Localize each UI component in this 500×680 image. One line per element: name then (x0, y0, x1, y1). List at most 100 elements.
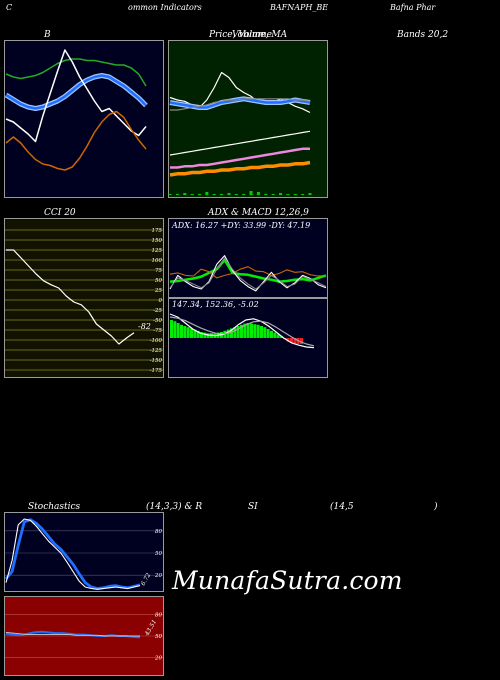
macd-bar-16 (223, 330, 227, 338)
adx-macd-title: ADX & MACD 12,26,9 (208, 208, 309, 218)
rsi-title: SI (248, 502, 258, 512)
macd-bar-3 (180, 324, 183, 338)
macd-bar-24 (250, 323, 253, 338)
volume-bar-19 (308, 193, 312, 195)
macd-bar-39 (300, 338, 303, 344)
stoch-tick-50: 50 (155, 551, 162, 557)
price-series-5 (169, 160, 311, 177)
macd-bar-0 (170, 320, 173, 338)
macd-bar-8 (196, 330, 200, 338)
header-company: Bafna Phar (390, 3, 436, 12)
volume-bar-13 (264, 194, 268, 195)
macd-bar-30 (270, 330, 273, 338)
price-series-3 (169, 130, 311, 156)
bollinger-chart (4, 40, 164, 198)
cci-line (6, 249, 135, 345)
bollinger-series-3 (5, 110, 147, 171)
volume-bar-5 (205, 192, 209, 195)
bands-right-title: Bands 20,2 (397, 30, 449, 40)
watermark: MunafaSutra.com (172, 566, 403, 595)
rsi-params-close: ) (434, 502, 438, 512)
volume-bar-0 (168, 194, 172, 195)
macd-bar-6 (190, 328, 193, 338)
cci-chart: 175 150 125 100 75 50 25 0 -25 -50 -75 -100 -125 -150… (4, 218, 164, 378)
macd-bar-10 (203, 332, 207, 338)
macd-caption: 147.34, 152.36, -5.02 (172, 300, 259, 309)
volume-bar-16 (286, 194, 290, 195)
cci-tick-75: 75 (155, 268, 162, 274)
macd-bar-22 (243, 323, 247, 338)
macd-bar-31 (273, 332, 277, 338)
volume-bar-12 (256, 192, 260, 195)
macd-bar-28 (263, 327, 267, 338)
cci-tick--125: -125 (150, 348, 163, 354)
macd-bar-25 (253, 324, 257, 338)
macd-bar-27 (260, 326, 263, 338)
stochastics-title: Stochastics (28, 502, 81, 512)
volume-bar-1 (175, 194, 179, 195)
macd-bar-35 (286, 338, 290, 342)
cci-title: CCI 20 (44, 208, 76, 218)
volume-bar-6 (212, 194, 216, 195)
rsi-params: (14,5 (330, 502, 354, 512)
adx-series-1 (169, 266, 327, 279)
bollinger-series-2 (5, 49, 147, 143)
macd-bar-23 (246, 323, 250, 338)
volume-bar-9 (234, 194, 238, 195)
rsi-tick-80: 80 (155, 612, 162, 618)
stoch-series-1 (5, 518, 141, 590)
macd-bar-32 (276, 334, 280, 338)
macd-bar-29 (266, 329, 270, 338)
volume-bar-8 (227, 193, 231, 195)
bollinger-series-1 (5, 74, 147, 110)
panel-background (4, 512, 164, 592)
macd-line-0 (169, 313, 315, 349)
rsi-series-1 (5, 631, 140, 637)
cci-tick-0: 0 (159, 298, 163, 304)
rsi-tick-50: 50 (155, 634, 162, 640)
volume-bar-17 (293, 194, 297, 195)
adx-chart: ADX: 16.27 +DY: 33.99 -DY: 47.19 (168, 218, 328, 298)
volume-bar-15 (279, 193, 283, 195)
cci-tick-175: 175 (152, 228, 163, 234)
cci-tick--25: -25 (153, 308, 162, 314)
macd-bar-7 (193, 329, 197, 338)
macd-bar-1 (173, 321, 177, 338)
cci-tick--175: -175 (150, 368, 163, 374)
cci-tick-150: 150 (152, 238, 163, 244)
cci-tick--75: -75 (153, 328, 162, 334)
price-series-4 (170, 147, 310, 169)
panel-background (4, 218, 164, 378)
adx-caption: ADX: 16.27 +DY: 33.99 -DY: 47.19 (171, 221, 310, 230)
volume-bar-18 (301, 194, 305, 195)
macd-bar-5 (186, 327, 190, 338)
header-symbol: BAFNAPH_BE (270, 3, 329, 12)
macd-bar-2 (176, 323, 180, 338)
bollinger-title: B (44, 30, 51, 40)
volume-bar-2 (183, 193, 187, 195)
volume-bar-14 (271, 194, 275, 195)
cci-tick-25: 25 (154, 288, 162, 294)
volume-ma-title: Volume, MA (232, 30, 288, 40)
macd-bar-20 (236, 326, 240, 338)
volume-bar-11 (249, 191, 253, 195)
volume-bar-10 (242, 194, 246, 195)
price-volume-chart (168, 40, 328, 198)
header-left: C (6, 3, 13, 12)
macd-line-1 (169, 316, 315, 347)
volume-bar-3 (190, 194, 194, 195)
stochastics-params: (14,3,3) & R (146, 502, 203, 512)
adx-series-3 (169, 257, 327, 290)
macd-bar-36 (290, 338, 293, 343)
macd-bar-21 (240, 324, 243, 338)
price-series-2 (170, 98, 311, 111)
volume-bar-4 (197, 194, 201, 195)
macd-bar-4 (183, 326, 187, 338)
macd-bar-26 (256, 324, 260, 338)
macd-chart: 147.34, 152.36, -5.02 (168, 298, 328, 378)
cci-tick-100: 100 (152, 258, 163, 264)
cci-tick--150: -150 (150, 358, 163, 364)
macd-bar-17 (226, 329, 230, 338)
